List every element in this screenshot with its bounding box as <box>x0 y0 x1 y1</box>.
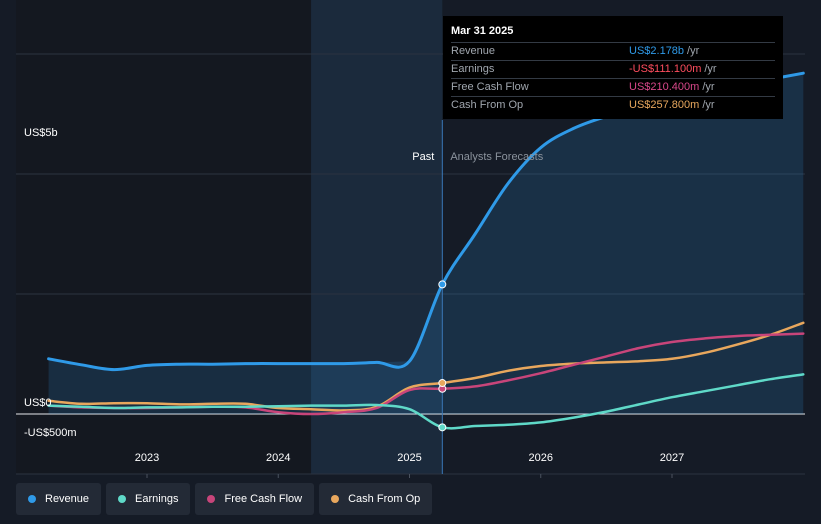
tooltip-row-label: Earnings <box>451 63 495 75</box>
tooltip-row-label: Cash From Op <box>451 99 524 111</box>
tooltip-row-label: Revenue <box>451 45 496 57</box>
revenue-marker <box>438 280 447 289</box>
tooltip-row: Free Cash Flow US$210.400m/yr <box>451 78 775 96</box>
legend-item-cash-from-op[interactable]: Cash From Op <box>319 483 433 515</box>
tooltip-row-unit: /yr <box>702 99 715 111</box>
tooltip-row-value: -US$111.100m <box>629 63 702 75</box>
tooltip-row: Earnings -US$111.100m/yr <box>451 60 775 78</box>
x-tick-label: 2026 <box>529 452 553 464</box>
tooltip-row-value: US$257.800m <box>629 99 700 111</box>
y-axis-label: -US$500m <box>24 427 77 439</box>
legend-item-revenue[interactable]: Revenue <box>16 483 102 515</box>
tooltip-row: Revenue US$2.178b/yr <box>451 42 775 60</box>
y-axis-label: US$5b <box>24 127 58 139</box>
legend-item-free-cash-flow[interactable]: Free Cash Flow <box>195 483 315 515</box>
tooltip-row-label: Free Cash Flow <box>451 81 529 93</box>
legend-dot-icon <box>207 495 216 503</box>
legend-label: Revenue <box>45 493 90 505</box>
legend-label: Cash From Op <box>348 493 421 505</box>
legend-dot-icon <box>28 495 36 503</box>
x-tick-label: 2025 <box>397 452 421 464</box>
x-tick-label: 2027 <box>660 452 684 464</box>
y-axis-label: US$0 <box>24 397 52 409</box>
revenue-area <box>48 73 804 414</box>
earnings-line <box>47 373 805 430</box>
x-tick-label: 2023 <box>135 452 159 464</box>
legend-dot-icon <box>118 495 127 503</box>
cash-from-op-line <box>47 321 805 412</box>
legend-item-earnings[interactable]: Earnings <box>106 483 191 515</box>
tooltip-row-value: US$210.400m <box>629 81 700 93</box>
cash-from-op-marker <box>438 379 447 388</box>
tooltip-row: Cash From Op US$257.800m/yr <box>451 96 775 114</box>
earnings-marker <box>438 423 447 432</box>
legend-label: Earnings <box>135 493 179 505</box>
past-region-highlight <box>311 0 443 474</box>
tooltip-row-unit: /yr <box>704 63 717 75</box>
forecast-label: Analysts Forecasts <box>450 151 543 163</box>
tooltip-date: Mar 31 2025 <box>451 25 514 37</box>
data-tooltip: Mar 31 2025 Revenue US$2.178b/yr Earnings -… <box>443 16 783 119</box>
tooltip-row-value: US$2.178b <box>629 45 685 57</box>
x-tick-label: 2024 <box>266 452 290 464</box>
legend-dot-icon <box>331 495 340 503</box>
tooltip-row-unit: /yr <box>702 81 715 93</box>
past-region-dark <box>16 0 312 474</box>
tooltip-row-unit: /yr <box>687 45 700 57</box>
chart-legend: Revenue Earnings Free Cash Flow Cash From O… <box>16 483 437 515</box>
past-label: Past <box>412 151 434 163</box>
legend-label: Free Cash Flow <box>224 493 303 505</box>
